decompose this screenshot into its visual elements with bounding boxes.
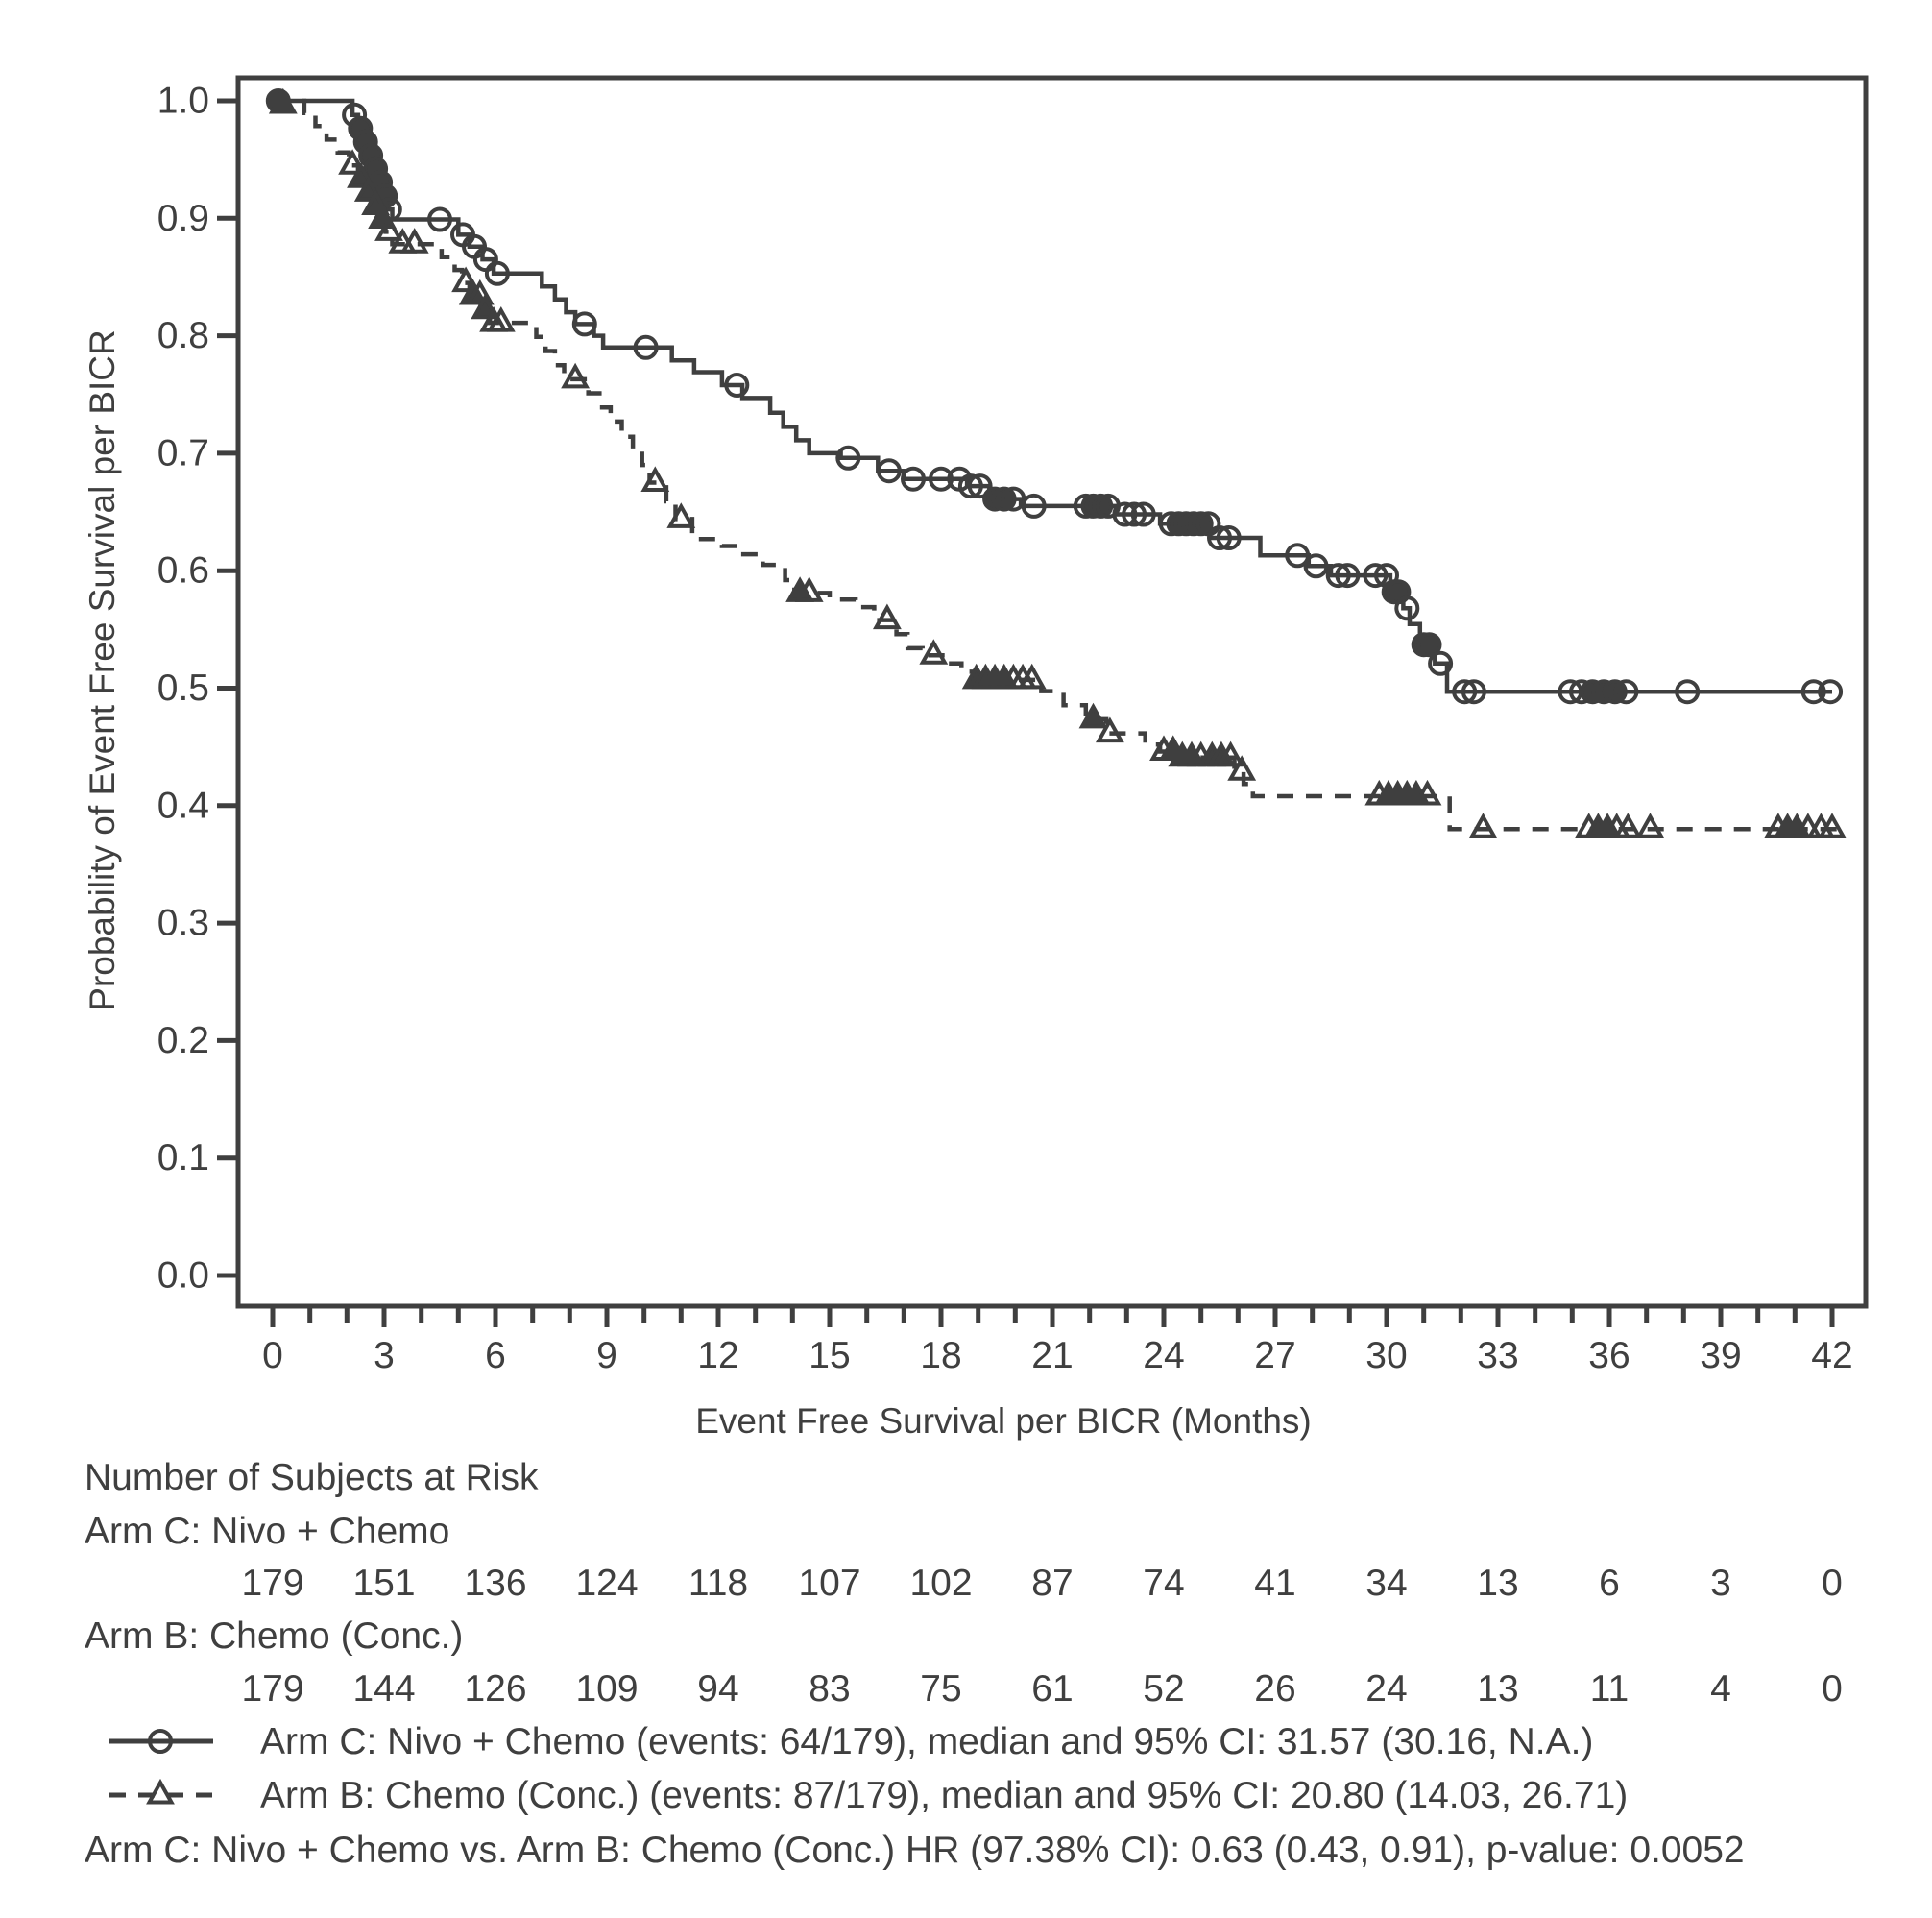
svg-text:0: 0 (1822, 1563, 1843, 1604)
svg-text:39: 39 (1700, 1335, 1741, 1376)
svg-text:Event Free Survival per BICR (: Event Free Survival per BICR (Months) (695, 1401, 1312, 1441)
svg-text:1.0: 1.0 (157, 81, 209, 122)
svg-text:0: 0 (1822, 1668, 1843, 1710)
svg-text:0.3: 0.3 (157, 903, 209, 944)
svg-text:0.2: 0.2 (157, 1020, 209, 1061)
svg-text:0.8: 0.8 (157, 315, 209, 356)
svg-text:24: 24 (1143, 1335, 1184, 1376)
svg-text:118: 118 (688, 1563, 748, 1604)
svg-text:13: 13 (1477, 1668, 1518, 1710)
svg-text:Arm C: Nivo + Chemo (events: 6: Arm C: Nivo + Chemo (events: 64/179), me… (260, 1721, 1593, 1762)
svg-text:109: 109 (575, 1668, 638, 1710)
svg-text:52: 52 (1143, 1668, 1184, 1710)
svg-text:0.1: 0.1 (157, 1137, 209, 1178)
svg-text:Probability of Event Free Surv: Probability of Event Free Survival per B… (83, 329, 122, 1010)
svg-text:3: 3 (374, 1335, 395, 1376)
svg-text:144: 144 (352, 1668, 415, 1710)
svg-text:0.5: 0.5 (157, 668, 209, 709)
svg-text:179: 179 (241, 1563, 303, 1604)
svg-text:0.6: 0.6 (157, 550, 209, 592)
svg-text:126: 126 (464, 1668, 526, 1710)
svg-text:107: 107 (798, 1563, 860, 1604)
svg-text:13: 13 (1477, 1563, 1518, 1604)
svg-text:3: 3 (1710, 1563, 1731, 1604)
svg-text:0.9: 0.9 (157, 198, 209, 239)
svg-text:6: 6 (485, 1335, 506, 1376)
svg-text:18: 18 (920, 1335, 961, 1376)
svg-text:179: 179 (241, 1668, 303, 1710)
svg-text:15: 15 (809, 1335, 850, 1376)
svg-text:0: 0 (262, 1335, 283, 1376)
svg-text:4: 4 (1710, 1668, 1731, 1710)
svg-text:102: 102 (909, 1563, 972, 1604)
svg-text:0.0: 0.0 (157, 1255, 209, 1297)
svg-text:87: 87 (1031, 1563, 1073, 1604)
svg-text:21: 21 (1031, 1335, 1073, 1376)
svg-text:Arm B: Chemo (Conc.) (events:: Arm B: Chemo (Conc.) (events: 87/179), m… (260, 1775, 1628, 1816)
svg-text:Arm C: Nivo + Chemo vs. Arm B:: Arm C: Nivo + Chemo vs. Arm B: Chemo (Co… (85, 1830, 1745, 1871)
svg-text:61: 61 (1031, 1668, 1073, 1710)
svg-text:136: 136 (464, 1563, 526, 1604)
svg-text:Arm C: Nivo + Chemo: Arm C: Nivo + Chemo (85, 1511, 449, 1552)
svg-text:83: 83 (809, 1668, 850, 1710)
svg-text:30: 30 (1365, 1335, 1407, 1376)
svg-text:74: 74 (1143, 1563, 1184, 1604)
svg-text:34: 34 (1365, 1563, 1407, 1604)
svg-text:124: 124 (575, 1563, 638, 1604)
svg-text:11: 11 (1590, 1668, 1630, 1710)
svg-text:42: 42 (1811, 1335, 1852, 1376)
svg-text:0.7: 0.7 (157, 432, 209, 473)
svg-text:41: 41 (1254, 1563, 1295, 1604)
svg-text:151: 151 (352, 1563, 415, 1604)
svg-text:24: 24 (1365, 1668, 1407, 1710)
svg-text:27: 27 (1254, 1335, 1295, 1376)
svg-text:6: 6 (1599, 1563, 1620, 1604)
svg-text:12: 12 (697, 1335, 738, 1376)
svg-text:26: 26 (1254, 1668, 1295, 1710)
svg-text:Arm B: Chemo (Conc.): Arm B: Chemo (Conc.) (85, 1615, 463, 1657)
svg-text:Number of Subjects at Risk: Number of Subjects at Risk (85, 1457, 539, 1498)
svg-text:94: 94 (697, 1668, 738, 1710)
svg-text:9: 9 (596, 1335, 617, 1376)
svg-text:36: 36 (1588, 1335, 1630, 1376)
svg-text:0.4: 0.4 (157, 785, 209, 826)
svg-text:33: 33 (1477, 1335, 1518, 1376)
svg-text:75: 75 (920, 1668, 961, 1710)
